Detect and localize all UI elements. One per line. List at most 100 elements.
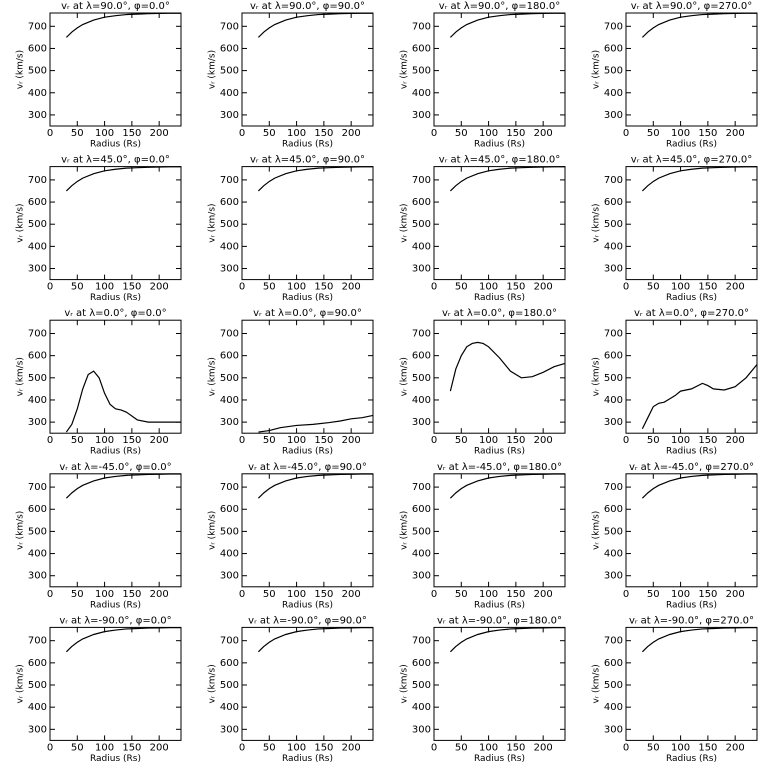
x-tick-label: 0 [623, 128, 629, 139]
y-tick-label: 700 [604, 175, 623, 186]
y-tick-label: 700 [28, 328, 47, 339]
panel-title: vᵣ at λ=90.0°, φ=90.0° [250, 1, 365, 12]
plot-frame [49, 166, 182, 281]
x-tick-label: 100 [671, 128, 690, 139]
x-tick-label: 100 [671, 589, 690, 600]
x-tick-label: 100 [479, 128, 498, 139]
plot-frame [625, 166, 758, 281]
y-axis-label: vᵣ (km/s) [16, 50, 26, 89]
x-tick-label: 100 [95, 742, 114, 753]
x-tick-label: 200 [726, 128, 745, 139]
data-line [641, 627, 757, 653]
data-line [65, 370, 181, 433]
data-line [641, 12, 757, 38]
x-tick-label: 150 [506, 128, 525, 139]
x-tick-label: 50 [647, 128, 660, 139]
panel-title: vᵣ at λ=-90.0°, φ=180.0° [437, 615, 562, 626]
x-tick-label: 150 [314, 435, 333, 446]
plot-frame [433, 319, 566, 434]
x-tick-label: 200 [534, 282, 553, 293]
y-tick-label: 300 [220, 264, 239, 275]
y-tick-label: 500 [28, 219, 47, 230]
y-tick-label: 500 [220, 66, 239, 77]
x-axis-label: Radius (Rs) [282, 754, 333, 764]
y-tick-label: 700 [220, 636, 239, 647]
x-tick-label: 100 [287, 128, 306, 139]
panel-title: vᵣ at λ=45.0°, φ=90.0° [250, 155, 365, 166]
y-tick-label: 600 [28, 504, 47, 515]
y-tick-label: 300 [28, 264, 47, 275]
panel: vᵣ at λ=45.0°, φ=180.0° 0 50 100 150 200 300 40… [400, 155, 566, 303]
panel: vᵣ at λ=0.0°, φ=90.0° 0 50 100 150 200 300 400 5… [208, 308, 374, 457]
x-tick-label: 100 [287, 742, 306, 753]
y-tick-label: 300 [28, 571, 47, 582]
y-tick-label: 700 [220, 175, 239, 186]
panel-title: vᵣ at λ=90.0°, φ=180.0° [439, 1, 560, 12]
y-axis-label: vᵣ (km/s) [592, 511, 602, 550]
y-tick-label: 500 [220, 373, 239, 384]
x-tick-label: 50 [263, 282, 276, 293]
x-tick-label: 50 [71, 742, 84, 753]
data-line [257, 166, 373, 192]
x-tick-label: 0 [239, 589, 245, 600]
x-tick-label: 200 [150, 435, 169, 446]
panel-title: vᵣ at λ=45.0°, φ=270.0° [631, 155, 752, 166]
plot-frame [625, 12, 758, 127]
data-line [258, 414, 374, 433]
y-tick-label: 500 [28, 373, 47, 384]
x-tick-label: 0 [431, 128, 437, 139]
y-axis-label: vᵣ (km/s) [400, 203, 410, 242]
panel: vᵣ at λ=0.0°, φ=270.0° 0 50 100 150 200 300 400… [592, 308, 758, 457]
panel: vᵣ at λ=45.0°, φ=0.0° 0 50 100 150 200 300 400 5… [16, 155, 182, 303]
x-axis-label: Radius (Rs) [282, 447, 333, 457]
panel: vᵣ at λ=45.0°, φ=90.0° 0 50 100 150 200 300 400… [208, 155, 374, 303]
data-line [65, 12, 181, 38]
x-tick-label: 100 [671, 435, 690, 446]
y-tick-label: 400 [220, 549, 239, 560]
y-tick-label: 300 [28, 724, 47, 735]
plot-frame [433, 12, 566, 127]
plot-frame [241, 473, 374, 588]
y-tick-label: 700 [412, 328, 431, 339]
y-tick-label: 300 [604, 724, 623, 735]
x-axis-label: Radius (Rs) [666, 600, 717, 610]
panel-title: vᵣ at λ=90.0°, φ=0.0° [61, 1, 170, 12]
y-tick-label: 500 [28, 526, 47, 537]
x-tick-label: 0 [623, 589, 629, 600]
panel: vᵣ at λ=90.0°, φ=180.0° 0 50 100 150 200 300 40… [400, 1, 566, 150]
panel-title: vᵣ at λ=45.0°, φ=180.0° [439, 155, 560, 166]
y-tick-label: 500 [604, 526, 623, 537]
x-tick-label: 0 [239, 742, 245, 753]
y-tick-label: 500 [604, 66, 623, 77]
y-tick-label: 500 [412, 680, 431, 691]
x-tick-label: 100 [95, 282, 114, 293]
x-tick-label: 50 [647, 282, 660, 293]
plot-frame [241, 166, 374, 281]
y-tick-label: 300 [412, 417, 431, 428]
y-tick-label: 300 [604, 571, 623, 582]
y-tick-label: 500 [412, 526, 431, 537]
y-tick-label: 500 [220, 219, 239, 230]
y-tick-label: 500 [604, 219, 623, 230]
x-tick-label: 50 [647, 589, 660, 600]
y-tick-label: 700 [604, 328, 623, 339]
y-tick-label: 400 [604, 549, 623, 560]
y-tick-label: 700 [604, 482, 623, 493]
y-tick-label: 400 [604, 395, 623, 406]
data-line [257, 627, 373, 653]
x-tick-label: 100 [479, 742, 498, 753]
y-tick-label: 600 [28, 351, 47, 362]
x-tick-label: 200 [726, 589, 745, 600]
y-tick-label: 400 [412, 241, 431, 252]
x-tick-label: 100 [287, 435, 306, 446]
y-tick-label: 700 [220, 328, 239, 339]
panel: vᵣ at λ=0.0°, φ=180.0° 0 50 100 150 200 300 400… [400, 308, 566, 457]
panel-title: vᵣ at λ=90.0°, φ=270.0° [631, 1, 752, 12]
y-tick-label: 600 [220, 43, 239, 54]
y-tick-label: 600 [28, 197, 47, 208]
panel: vᵣ at λ=-45.0°, φ=90.0° 0 50 100 150 200 300 40… [208, 462, 374, 610]
y-tick-label: 600 [604, 197, 623, 208]
x-axis-label: Radius (Rs) [90, 754, 141, 764]
y-tick-label: 400 [604, 241, 623, 252]
y-axis-label: vᵣ (km/s) [16, 511, 26, 550]
